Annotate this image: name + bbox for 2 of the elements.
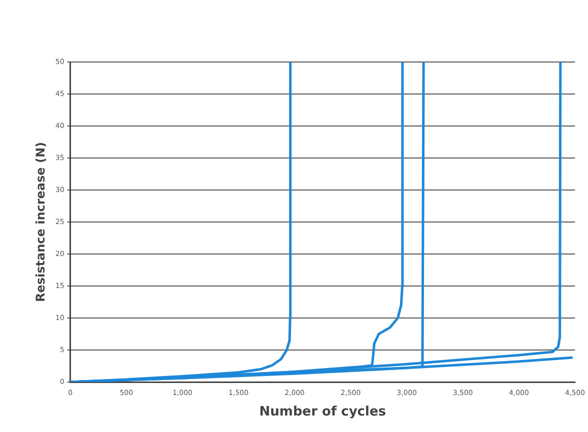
y-axis-title: Resistance increase (N) <box>33 142 48 302</box>
x-axis-title: Number of cycles <box>259 404 386 420</box>
